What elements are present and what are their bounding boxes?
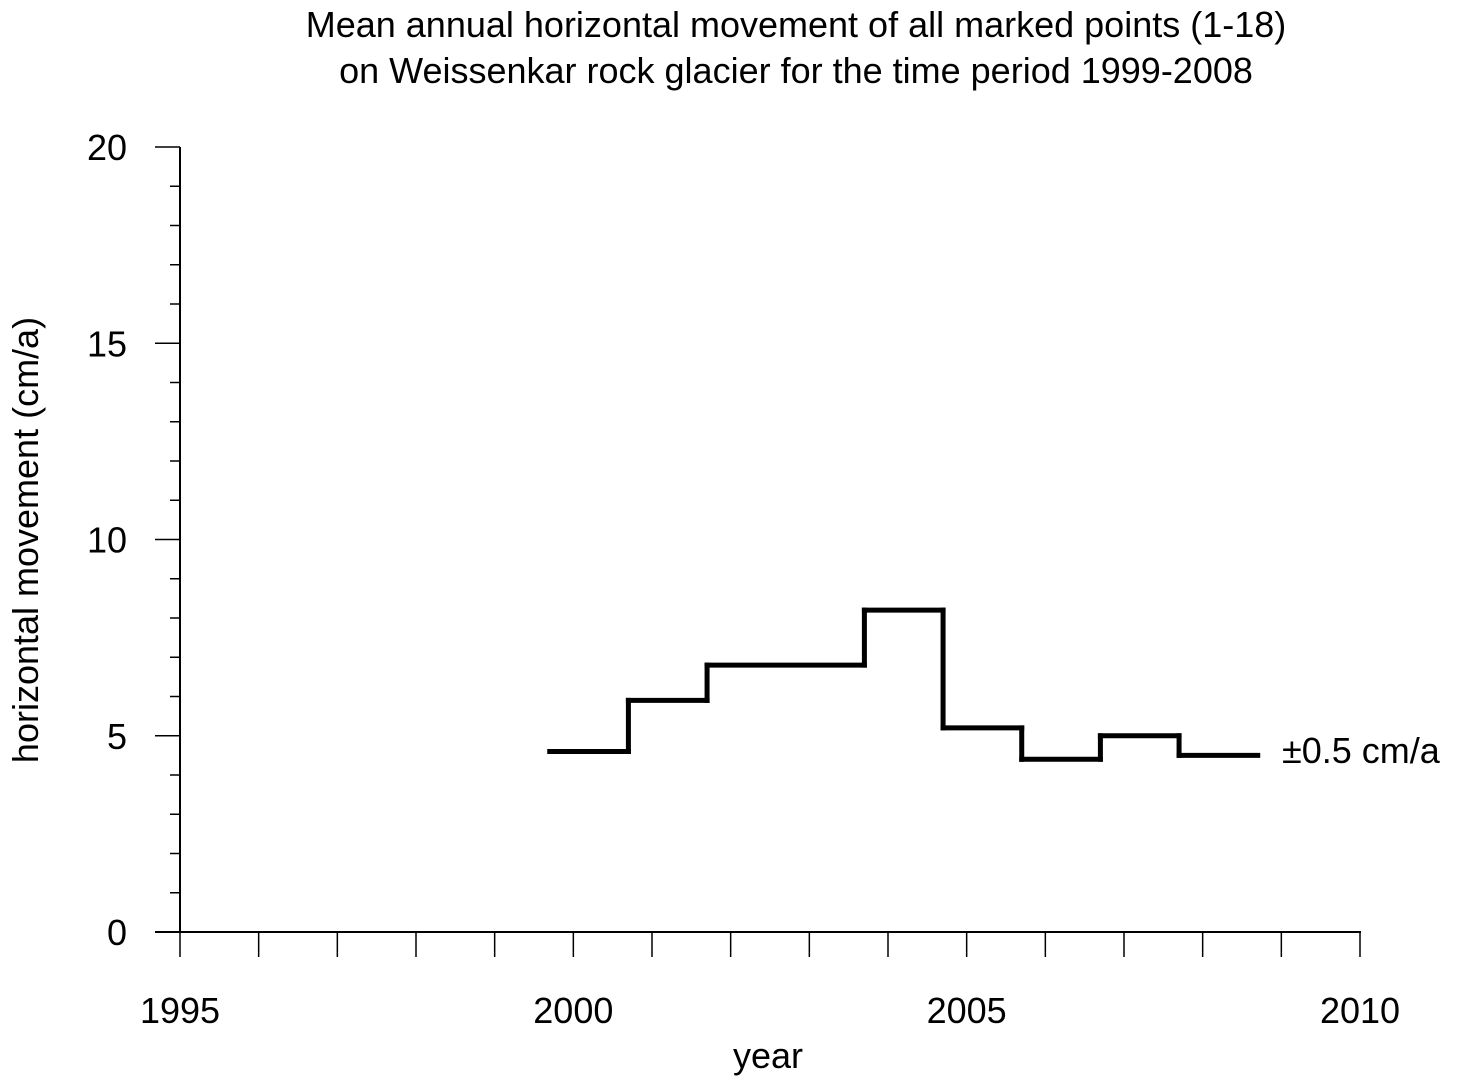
y-tick-label: 5 [107,716,127,757]
y-axis-label: horizontal movement (cm/a) [5,317,46,763]
x-axis-label: year [733,1035,803,1076]
x-tick-label: 1995 [140,990,220,1031]
error-annotation: ±0.5 cm/a [1282,730,1441,771]
tick-labels: 0 5 10 15 20 1995 2000 2005 2010 [87,127,1400,1031]
series-movement [547,607,1261,762]
chart-title: Mean annual horizontal movement of all m… [306,4,1287,45]
y-tick-label: 10 [87,520,127,561]
axis-ticks [155,146,1361,957]
x-tick-label: 2005 [927,990,1007,1031]
y-tick-label: 0 [107,912,127,953]
y-tick-label: 15 [87,323,127,364]
x-tick-label: 2000 [533,990,613,1031]
chart-subtitle: on Weissenkar rock glacier for the time … [339,50,1253,91]
y-tick-label: 20 [87,127,127,168]
x-tick-label: 2010 [1320,990,1400,1031]
